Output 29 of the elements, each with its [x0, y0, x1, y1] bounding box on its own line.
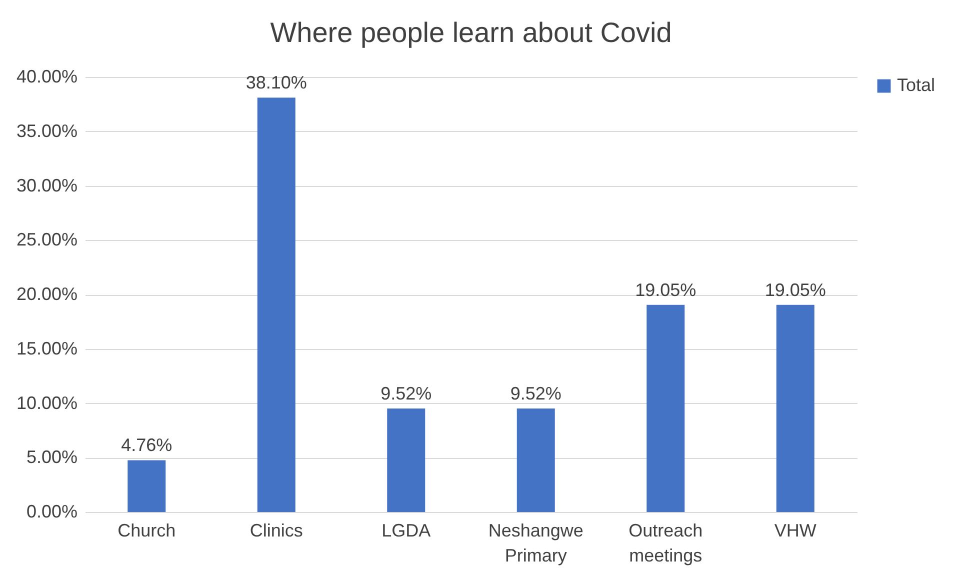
- text: 9.52%: [380, 383, 432, 404]
- x-tick-label: Outreach meetings: [628, 520, 703, 566]
- legend-label: Total: [897, 75, 936, 95]
- bar: [646, 304, 685, 512]
- bar: [128, 460, 166, 512]
- x-tick-label: Church: [118, 520, 176, 540]
- text: 19.05%: [764, 280, 826, 300]
- text: 4.76%: [121, 435, 172, 456]
- y-tick-label: 35.00%: [16, 120, 78, 141]
- y-tick-label: 40.00%: [16, 66, 78, 86]
- y-tick-label: 0.00%: [26, 502, 78, 522]
- bar: [387, 408, 426, 512]
- x-tick-label: LGDA: [382, 520, 431, 540]
- y-tick-label: 20.00%: [16, 284, 78, 304]
- text: 38.10%: [246, 72, 307, 93]
- chart-title: Where people learn about Covid: [270, 17, 672, 48]
- x-tick-label: Clinics: [250, 520, 303, 540]
- y-tick-label: 30.00%: [16, 175, 78, 196]
- y-tick-label: 15.00%: [16, 338, 78, 358]
- x-tick-label: Neshangwe Primary: [488, 520, 584, 566]
- bar: [776, 304, 814, 512]
- y-tick-label: 5.00%: [26, 447, 78, 468]
- bar: [516, 408, 555, 512]
- y-tick-label: 25.00%: [16, 230, 78, 250]
- text: 19.05%: [635, 280, 696, 300]
- y-tick-label: 10.00%: [16, 392, 78, 413]
- bar: [257, 98, 296, 512]
- x-tick-label: VHW: [774, 520, 816, 540]
- text: 9.52%: [510, 383, 562, 404]
